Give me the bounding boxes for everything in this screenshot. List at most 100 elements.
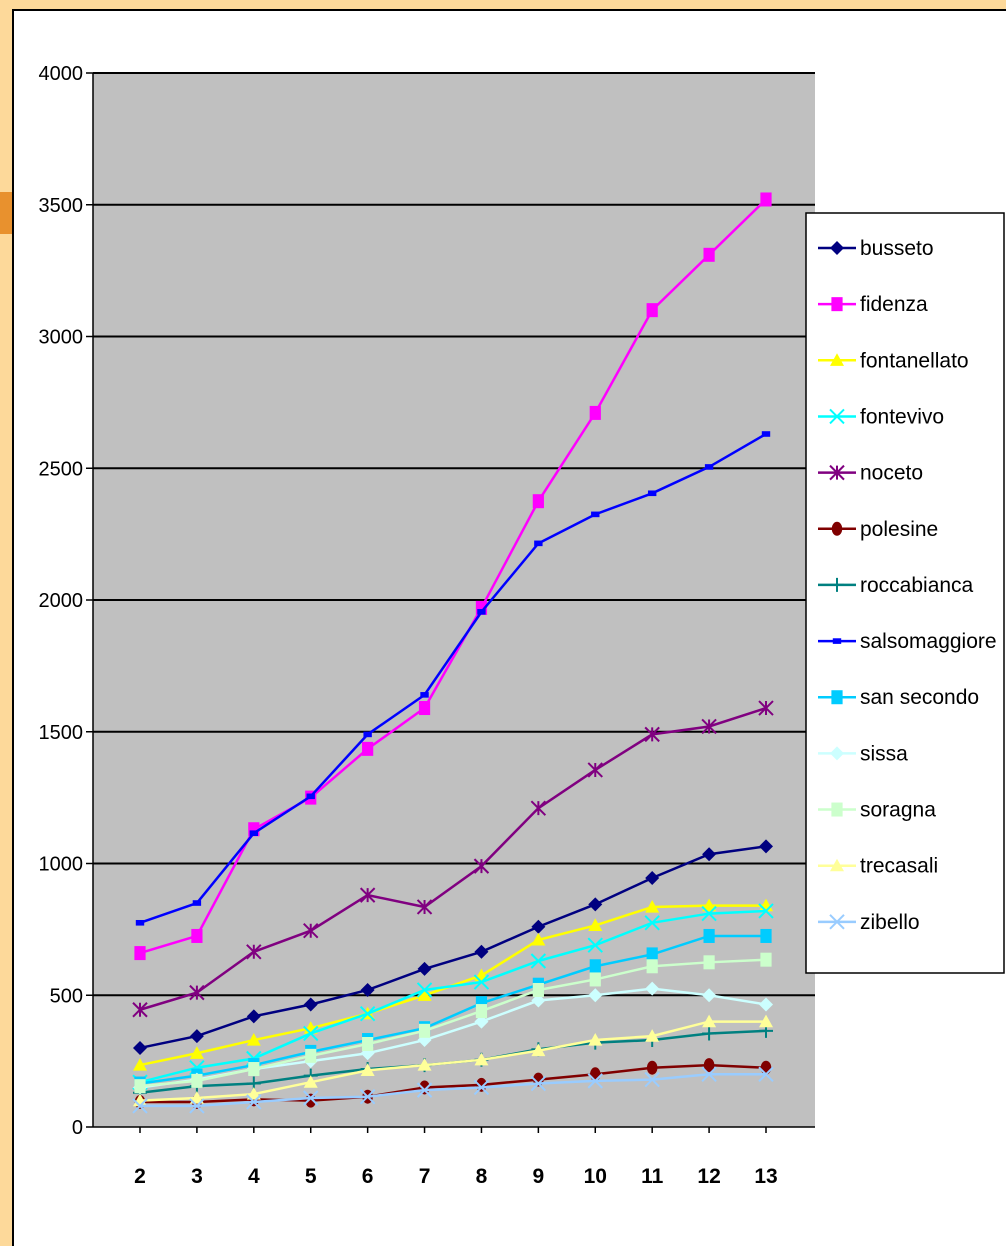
legend-label-polesine: polesine xyxy=(860,518,938,541)
legend-label-zibello: zibello xyxy=(860,911,920,934)
data-point-salsomaggiore xyxy=(249,830,259,836)
data-point-fontanellato xyxy=(702,898,717,912)
data-point-zibello xyxy=(473,1079,490,1096)
data-point-trecasali xyxy=(531,1043,546,1057)
x-tick-label: 4 xyxy=(248,1165,260,1188)
legend-marker-roccabianca xyxy=(830,577,844,592)
legend-marker-fontevivo xyxy=(829,408,845,425)
data-point-fidenza xyxy=(589,405,601,420)
data-point-noceto xyxy=(701,718,717,735)
data-point-fontevivo xyxy=(758,903,774,919)
data-point-fontanellato xyxy=(417,988,432,1001)
data-point-fontevivo xyxy=(359,1005,376,1022)
data-point-zibello xyxy=(587,1073,603,1089)
data-point-fidenza xyxy=(703,247,715,262)
data-point-trecasali xyxy=(246,1087,261,1100)
data-point-zibello xyxy=(530,1075,547,1092)
data-point-fidenza xyxy=(191,928,203,943)
data-point-salsomaggiore xyxy=(761,431,771,437)
data-point-sissa xyxy=(531,993,546,1008)
data-point-soragna xyxy=(362,1036,374,1051)
data-point-fidenza xyxy=(646,303,658,318)
y-tick-label: 4000 xyxy=(39,63,84,85)
y-tick-label: 0 xyxy=(72,1117,83,1139)
data-point-zibello xyxy=(416,1082,433,1098)
data-point-trecasali xyxy=(702,1014,717,1028)
data-point-fontanellato xyxy=(645,899,660,913)
data-point-soragna xyxy=(191,1073,203,1088)
data-point-soragna xyxy=(532,982,544,997)
data-point-soragna xyxy=(646,959,658,974)
data-point-fontanellato xyxy=(246,1033,261,1046)
data-point-zibello xyxy=(132,1098,148,1114)
data-point-busseto xyxy=(360,982,375,997)
data-point-noceto xyxy=(758,700,774,716)
legend-label-san-secondo: san secondo xyxy=(860,686,979,709)
data-point-noceto xyxy=(416,899,433,915)
data-point-zibello xyxy=(701,1066,717,1083)
data-point-trecasali xyxy=(474,1052,489,1066)
data-point-salsomaggiore xyxy=(192,900,202,906)
y-tick-label: 2000 xyxy=(39,590,84,612)
y-tick-label: 1500 xyxy=(39,722,84,744)
data-point-busseto xyxy=(588,897,603,912)
series-line-busseto xyxy=(139,845,767,1050)
data-point-fidenza xyxy=(418,701,431,716)
data-point-soragna xyxy=(703,955,715,970)
data-point-busseto xyxy=(531,919,546,934)
data-point-fontanellato xyxy=(531,932,546,946)
data-point-trecasali xyxy=(417,1058,432,1071)
data-point-salsomaggiore xyxy=(477,609,486,615)
data-point-sissa xyxy=(645,981,660,996)
y-tick-label: 3000 xyxy=(39,327,84,349)
data-point-polesine xyxy=(646,1060,658,1075)
legend-label-soragna: soragna xyxy=(860,799,936,822)
data-point-trecasali xyxy=(189,1091,204,1104)
series-line-fidenza xyxy=(139,198,767,955)
y-tick-label: 2500 xyxy=(39,458,84,480)
x-tick-label: 8 xyxy=(476,1165,488,1188)
data-point-fontevivo xyxy=(416,982,433,998)
data-point-fontanellato xyxy=(189,1046,204,1059)
data-point-fontevivo xyxy=(587,937,603,953)
data-point-fontevivo xyxy=(473,974,490,990)
series-line-zibello xyxy=(140,1073,766,1108)
legend-marker-sissa xyxy=(830,746,844,761)
legend-label-fidenza: fidenza xyxy=(860,293,928,316)
legend-marker-fontanellato xyxy=(830,353,844,366)
data-point-fontanellato xyxy=(588,918,603,932)
x-tick-label: 2 xyxy=(134,1165,146,1188)
data-point-fidenza xyxy=(134,946,146,961)
data-point-busseto xyxy=(474,944,489,959)
data-point-fidenza xyxy=(532,494,544,509)
data-point-noceto xyxy=(303,922,319,939)
data-point-busseto xyxy=(702,847,717,862)
data-point-salsomaggiore xyxy=(704,464,714,470)
accent-bar xyxy=(0,192,12,234)
data-point-sissa xyxy=(474,1014,489,1029)
data-point-fontevivo xyxy=(701,905,717,922)
data-point-zibello xyxy=(189,1098,205,1114)
data-point-fidenza xyxy=(475,600,488,615)
legend-marker-busseto xyxy=(830,241,844,255)
x-tick-label: 7 xyxy=(419,1165,431,1188)
legend-marker-fidenza xyxy=(831,297,843,312)
x-tick-label: 11 xyxy=(641,1165,664,1188)
data-point-soragna xyxy=(475,1004,488,1019)
legend-label-fontanellato: fontanellato xyxy=(860,349,969,372)
data-point-fidenza xyxy=(760,192,772,207)
x-tick-label: 9 xyxy=(533,1165,545,1188)
data-point-soragna xyxy=(248,1062,260,1077)
data-point-sissa xyxy=(702,988,717,1003)
series-line-polesine xyxy=(140,1063,767,1104)
x-tick-label: 5 xyxy=(305,1165,317,1188)
data-point-busseto xyxy=(246,1009,261,1024)
data-point-salsomaggiore xyxy=(534,540,543,547)
data-point-soragna xyxy=(134,1079,146,1094)
legend-marker-salsomaggiore xyxy=(832,638,842,644)
data-point-fidenza xyxy=(248,822,260,837)
legend-label-salsomaggiore: salsomaggiore xyxy=(860,630,997,653)
data-point-salsomaggiore xyxy=(420,692,429,698)
data-point-soragna xyxy=(760,952,772,967)
